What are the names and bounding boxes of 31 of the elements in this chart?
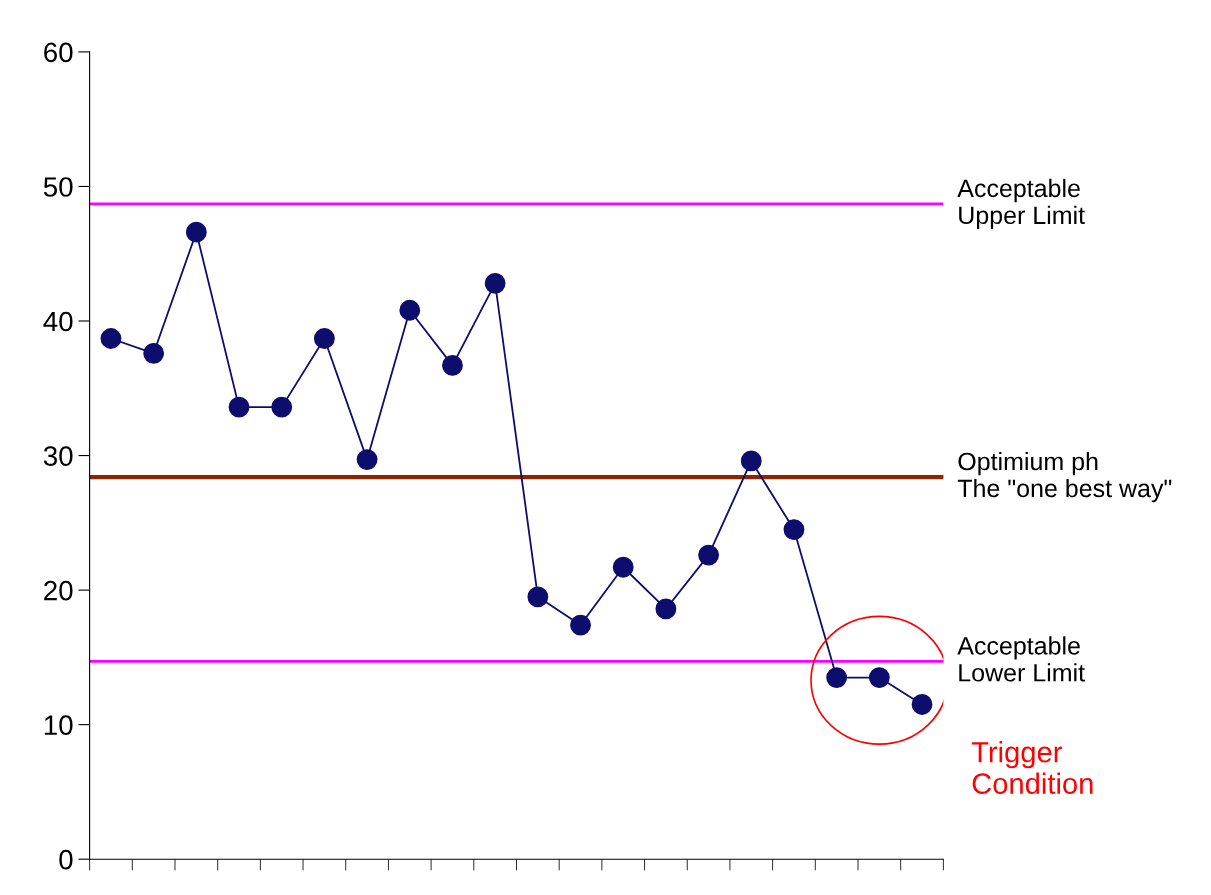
point: [100, 328, 122, 349]
point: [185, 221, 207, 243]
y-tick-label: 50: [43, 177, 73, 197]
y-tick-label: 60: [44, 42, 73, 63]
y-tick-label: 20: [44, 580, 73, 601]
point: [399, 299, 421, 321]
point: [527, 586, 549, 608]
point: [228, 396, 250, 418]
point: [740, 450, 762, 472]
ref-line-label: Optimium ph The "one best way": [957, 451, 1172, 503]
point: [313, 328, 335, 349]
y-tick-label: 0: [59, 849, 73, 870]
point: [271, 396, 293, 418]
point: [868, 667, 890, 688]
ref-line-label: Acceptable Lower Limit: [957, 636, 1085, 682]
y-tick-label: 10: [44, 715, 73, 735]
point: [484, 272, 506, 294]
point: [783, 519, 805, 540]
point: [698, 544, 720, 566]
point: [612, 556, 634, 578]
point: [143, 342, 165, 364]
point: [442, 354, 463, 376]
y-tick-label: 40: [43, 311, 73, 332]
point: [356, 449, 378, 471]
ref-line-label: Acceptable Upper Limit: [957, 178, 1085, 230]
y-tick-label: 30: [43, 446, 73, 466]
text: Trigger Condition: [971, 741, 1093, 794]
point: [570, 614, 591, 636]
point: [826, 667, 848, 688]
point: [911, 694, 933, 715]
point: [655, 598, 677, 620]
